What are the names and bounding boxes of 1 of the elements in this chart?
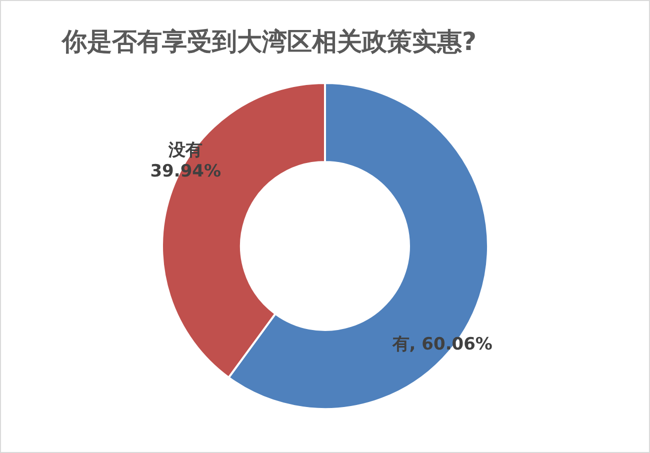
chart-title: 你是否有享受到大湾区相关政策实惠? bbox=[61, 27, 477, 56]
